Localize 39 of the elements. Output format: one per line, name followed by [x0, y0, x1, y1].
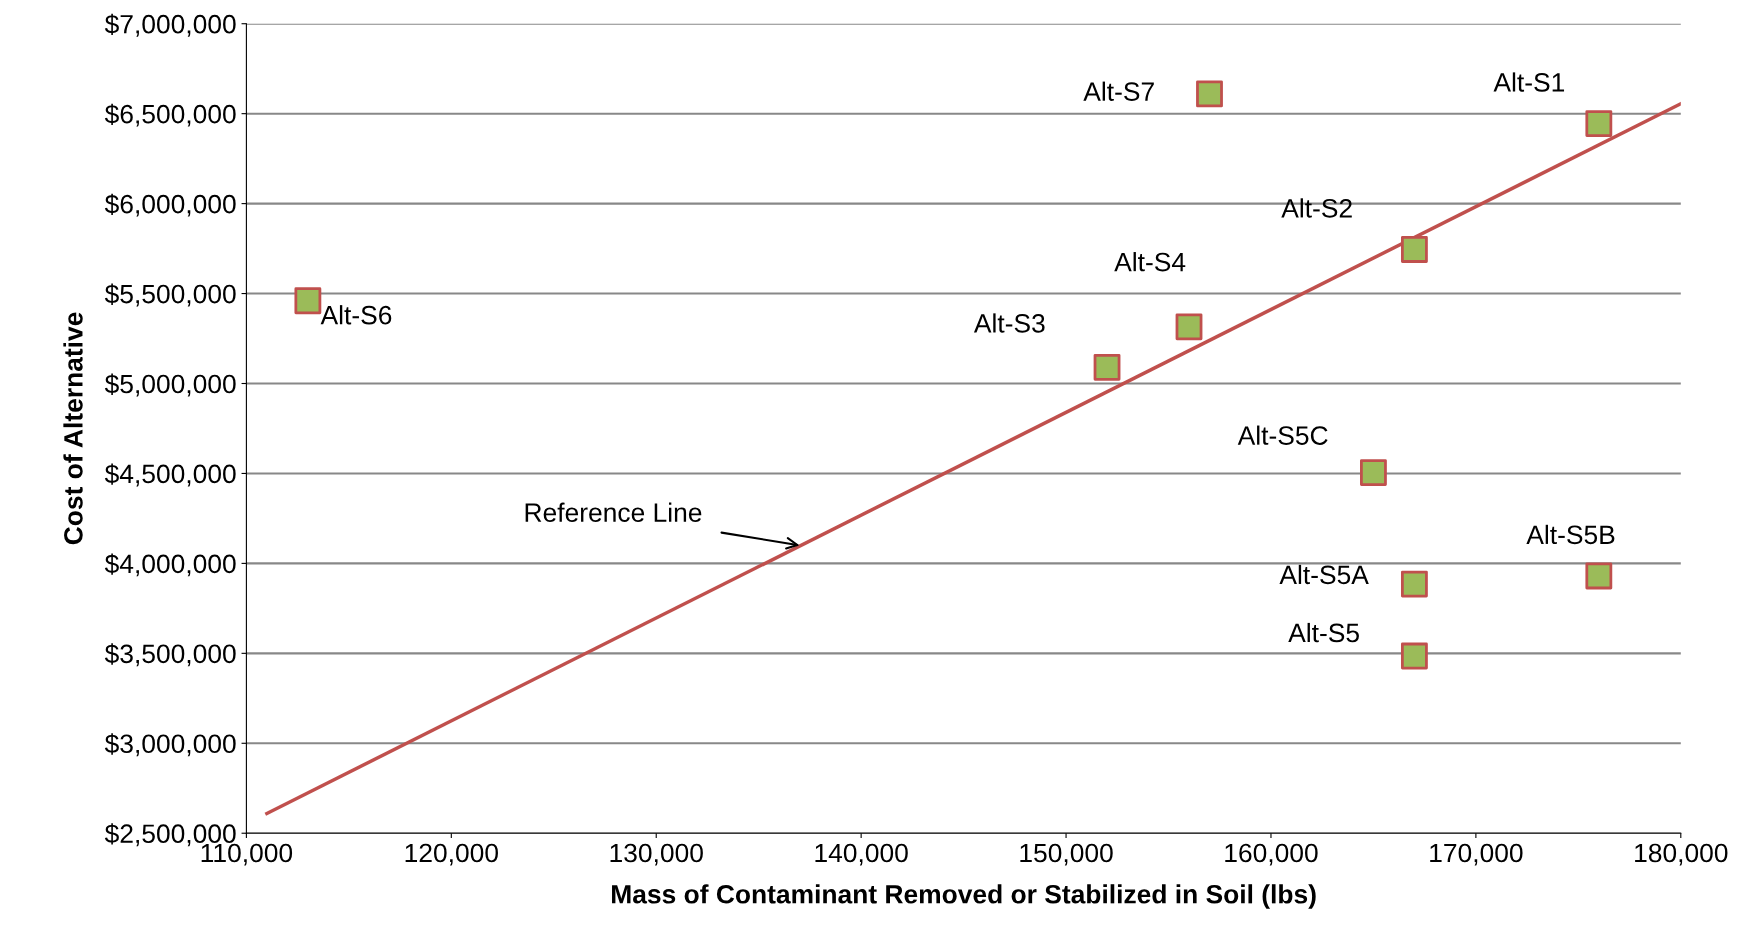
annotation: Alt-S4: [1114, 252, 1186, 272]
point: [1360, 459, 1387, 486]
annotation: Alt-S5C: [1237, 425, 1328, 445]
point: [1585, 110, 1613, 137]
y-tick-label: $5,500,000: [104, 283, 236, 307]
point: [1401, 570, 1428, 598]
y-tick-label: $3,000,000: [104, 733, 236, 757]
x-axis-title: Mass of Contaminant Removed or Stabilized in Soil (lbs): [612, 884, 1316, 909]
point: [1093, 353, 1121, 381]
y-tick-label: $3,500,000: [104, 643, 236, 667]
annotation: Alt-S5: [1288, 622, 1359, 643]
point: [1196, 80, 1223, 108]
x-tick-label: 180,000: [1635, 843, 1728, 866]
point: [1585, 562, 1613, 590]
x-tick-label: 120,000: [405, 843, 498, 866]
point: [1175, 313, 1203, 341]
annotation: Alt-S7: [1083, 81, 1154, 101]
annotation: Alt-S6: [320, 305, 392, 325]
y-tick-label: $4,500,000: [104, 463, 236, 487]
annotation: Alt-S1: [1493, 72, 1565, 92]
y-axis-title: Cost of Alternative: [63, 312, 83, 545]
x-tick-label: 170,000: [1430, 843, 1523, 866]
point: [1401, 642, 1428, 670]
annotation: Alt-S5B: [1526, 524, 1615, 545]
annotation: Alt-S3: [973, 313, 1045, 333]
x-tick-label: 160,000: [1225, 843, 1318, 866]
annotation: Alt-S5A: [1279, 564, 1369, 585]
x-tick-label: 150,000: [1020, 843, 1113, 866]
y-tick-label: $6,500,000: [104, 103, 236, 127]
y-tick-label: $5,000,000: [104, 373, 236, 397]
point: [294, 287, 322, 315]
x-tick-label: 130,000: [610, 843, 703, 866]
y-tick-label: $6,000,000: [104, 193, 236, 217]
annotation: Reference Line: [525, 502, 702, 522]
annotation: Alt-S2: [1281, 198, 1352, 218]
x-tick-label: 140,000: [815, 843, 908, 866]
y-tick-label: $4,000,000: [104, 553, 236, 577]
y-tick-label: $7,000,000: [104, 13, 236, 37]
point: [1401, 236, 1428, 263]
